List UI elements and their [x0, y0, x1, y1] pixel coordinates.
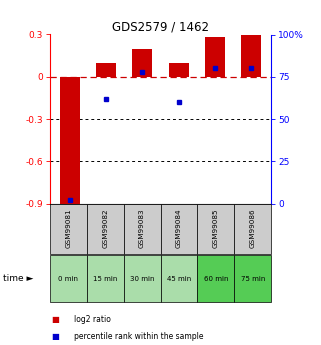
Text: time ►: time ►: [3, 274, 34, 283]
Text: 60 min: 60 min: [204, 276, 228, 282]
Text: log2 ratio: log2 ratio: [74, 315, 111, 324]
Text: 0 min: 0 min: [58, 276, 78, 282]
Bar: [241, 34, 261, 77]
Bar: [96, 63, 116, 77]
Title: GDS2579 / 1462: GDS2579 / 1462: [112, 20, 209, 33]
Bar: [60, 77, 80, 206]
Text: GSM99082: GSM99082: [102, 209, 108, 248]
Text: ■: ■: [51, 315, 59, 324]
Text: GSM99084: GSM99084: [176, 209, 182, 248]
Text: 75 min: 75 min: [241, 276, 265, 282]
Text: percentile rank within the sample: percentile rank within the sample: [74, 332, 203, 341]
Bar: [169, 63, 189, 77]
Bar: [205, 37, 225, 77]
Text: GSM99085: GSM99085: [213, 209, 219, 248]
Text: GSM99086: GSM99086: [250, 209, 256, 248]
Text: 45 min: 45 min: [167, 276, 191, 282]
Text: 15 min: 15 min: [93, 276, 117, 282]
Text: GSM99083: GSM99083: [139, 209, 145, 248]
Text: 30 min: 30 min: [130, 276, 154, 282]
Bar: [132, 49, 152, 77]
Text: GSM99081: GSM99081: [65, 209, 71, 248]
Text: ■: ■: [51, 332, 59, 341]
